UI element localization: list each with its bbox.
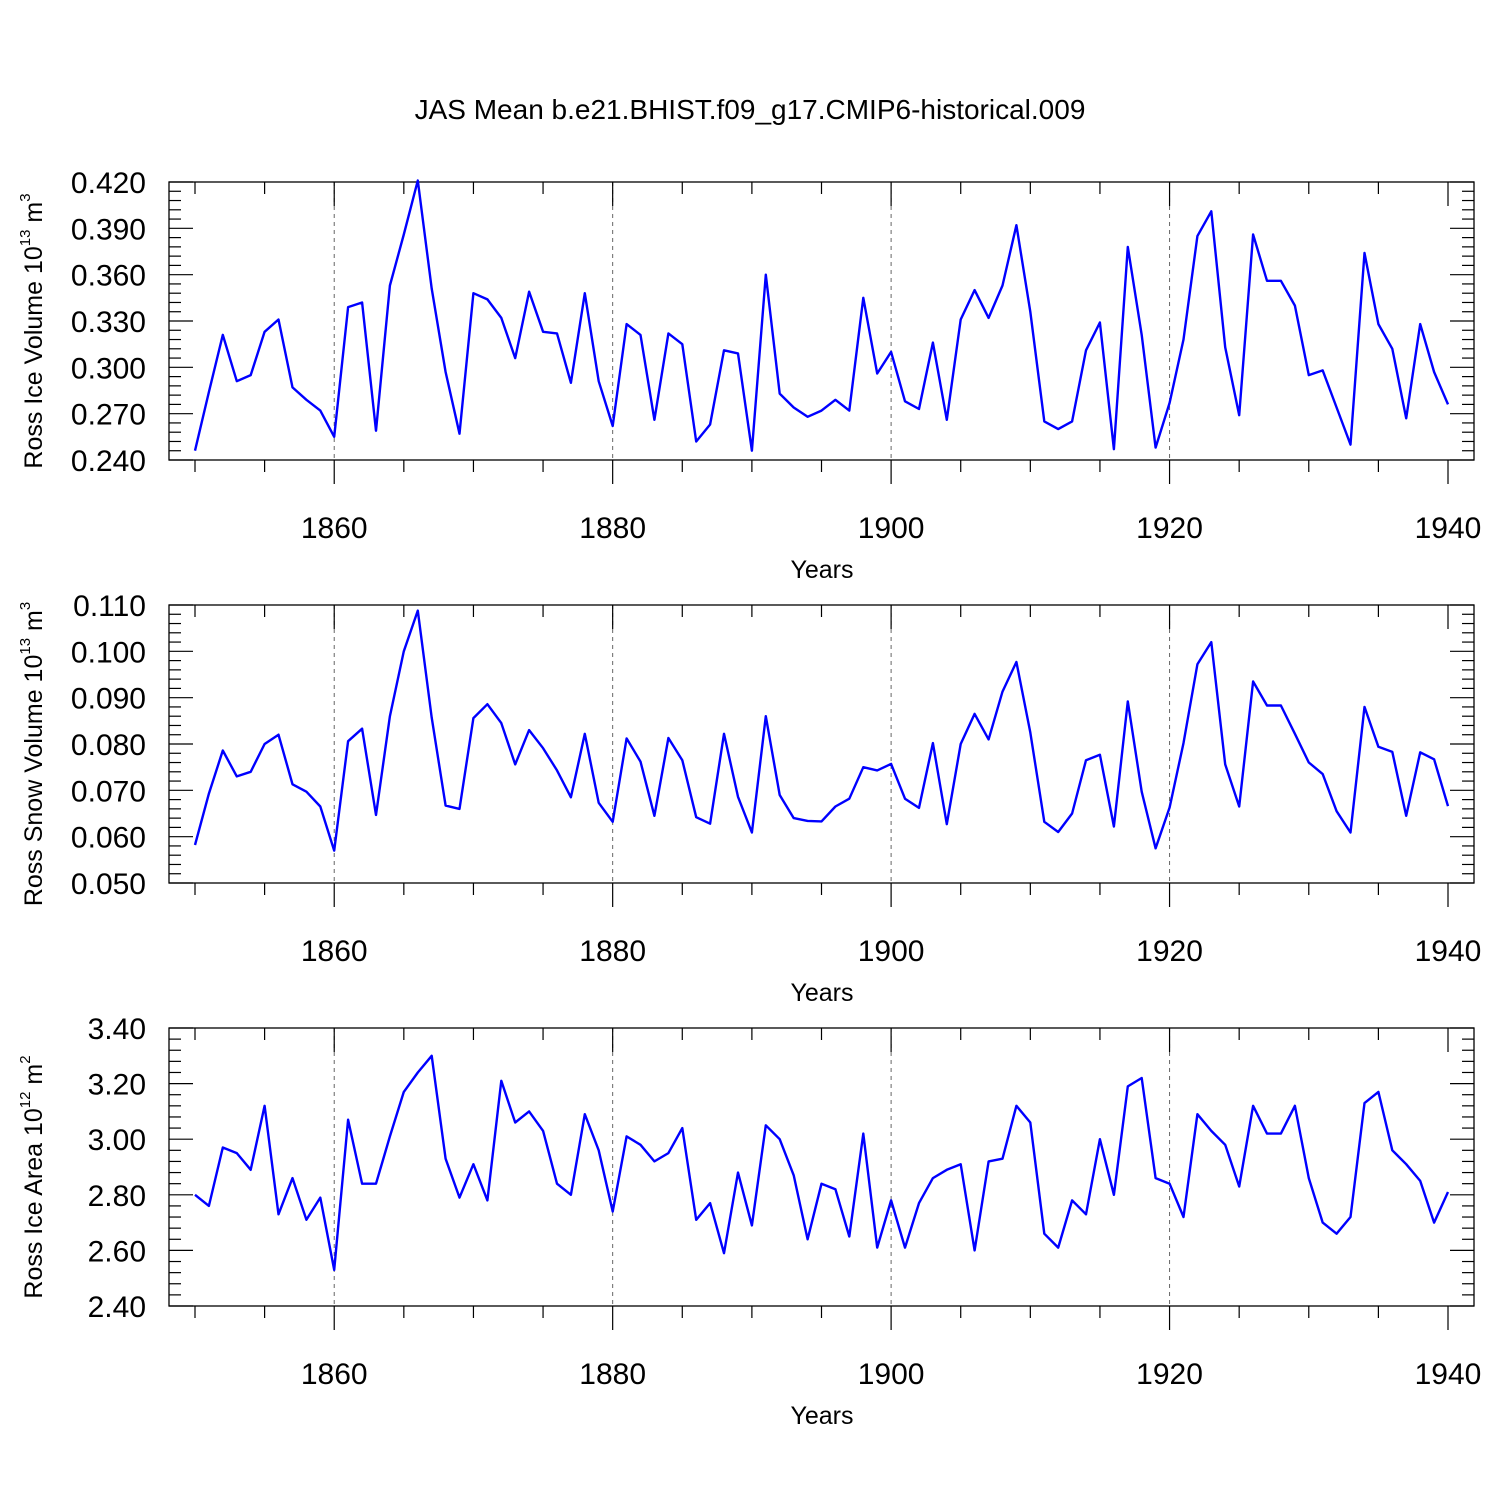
x-tick-label: 1880 (579, 935, 646, 968)
x-axis-label: Years (790, 556, 853, 584)
y-axis-label-spacer (20, 223, 48, 230)
y-tick-label: 0.060 (71, 822, 146, 855)
y-axis-label-unit-exponent: 3 (17, 193, 34, 201)
snow-volume-series-line (193, 609, 1450, 852)
y-tick-label: 0.330 (71, 306, 146, 339)
y-tick-label: 0.080 (71, 729, 146, 762)
x-tick-label: 1880 (579, 1358, 646, 1391)
y-tick-label: 2.80 (88, 1180, 146, 1213)
y-tick-label: 0.270 (71, 399, 146, 432)
x-axis-label: Years (790, 979, 853, 1007)
y-axis-label-unit: m (20, 1064, 48, 1085)
x-tick-label: 1920 (1136, 935, 1203, 968)
x-tick-label: 1860 (301, 512, 368, 545)
ice-volume-series-line (193, 179, 1450, 452)
y-tick-label: 2.60 (88, 1235, 146, 1268)
y-axis-label-exponent: 13 (17, 638, 34, 655)
y-axis-label-unit: m (20, 610, 48, 631)
x-tick-label: 1860 (301, 935, 368, 968)
y-tick-label: 0.390 (71, 213, 146, 246)
y-tick-label: 0.070 (71, 775, 146, 808)
ice-volume-panel: 0.240 0.270 0.300 0.330 0.360 0.390 0.420 1860 1… (17, 167, 1481, 584)
y-tick-label: 0.090 (71, 683, 146, 716)
y-axis-label-text: Ross Ice Area 10 (20, 1108, 48, 1298)
x-tick-label: 1860 (301, 1358, 368, 1391)
y-axis-label-unit-exponent: 3 (17, 602, 34, 610)
y-axis-label-unit: m (20, 202, 48, 223)
y-axis-label: Ross Ice Area 1012 m2 (17, 1055, 48, 1298)
ice-area-series-line (194, 1054, 1450, 1272)
y-axis-label-exponent: 12 (17, 1092, 34, 1109)
x-tick-label: 1900 (858, 1358, 925, 1391)
y-tick-label: 0.300 (71, 352, 146, 385)
y-tick-label: 0.100 (71, 636, 146, 669)
x-tick-label: 1940 (1415, 512, 1482, 545)
y-tick-label: 0.240 (71, 445, 146, 478)
figure-title: JAS Mean b.e21.BHIST.f09_g17.CMIP6-histo… (415, 94, 1086, 125)
y-tick-label: 3.00 (88, 1124, 146, 1157)
y-tick-label: 0.110 (73, 590, 146, 623)
y-axis-label-spacer (20, 631, 48, 638)
x-tick-label: 1880 (579, 512, 646, 545)
y-tick-label: 2.40 (88, 1291, 146, 1324)
y-tick-label: 0.420 (71, 167, 146, 200)
y-axis-label-spacer (20, 1085, 48, 1092)
y-axis-label: Ross Snow Volume 1013 m3 (17, 602, 48, 906)
y-axis-label: Ross Ice Volume 1013 m3 (17, 193, 48, 468)
x-axis-label: Years (790, 1402, 853, 1430)
y-tick-label: 3.40 (88, 1013, 146, 1046)
y-tick-label: 0.050 (71, 868, 146, 901)
y-tick-label: 0.360 (71, 260, 146, 293)
y-tick-label: 3.20 (88, 1069, 146, 1102)
x-tick-label: 1920 (1136, 1358, 1203, 1391)
x-tick-label: 1940 (1415, 1358, 1482, 1391)
y-axis-label-text: Ross Ice Volume 10 (20, 246, 48, 468)
plot-frame (168, 1027, 1475, 1307)
x-tick-label: 1940 (1415, 935, 1482, 968)
x-tick-label: 1920 (1136, 512, 1203, 545)
y-axis-label-text: Ross Snow Volume 10 (20, 655, 48, 907)
y-axis-label-exponent: 13 (17, 230, 34, 247)
y-axis-label-unit-exponent: 2 (17, 1055, 34, 1063)
snow-volume-panel: 0.050 0.060 0.070 0.080 0.090 0.100 0.110 1860 1… (17, 590, 1481, 1007)
ice-area-panel: 2.40 2.60 2.80 3.00 3.20 3.40 1860 1880 1900 1920… (17, 1013, 1481, 1430)
x-tick-label: 1900 (858, 935, 925, 968)
x-tick-label: 1900 (858, 512, 925, 545)
